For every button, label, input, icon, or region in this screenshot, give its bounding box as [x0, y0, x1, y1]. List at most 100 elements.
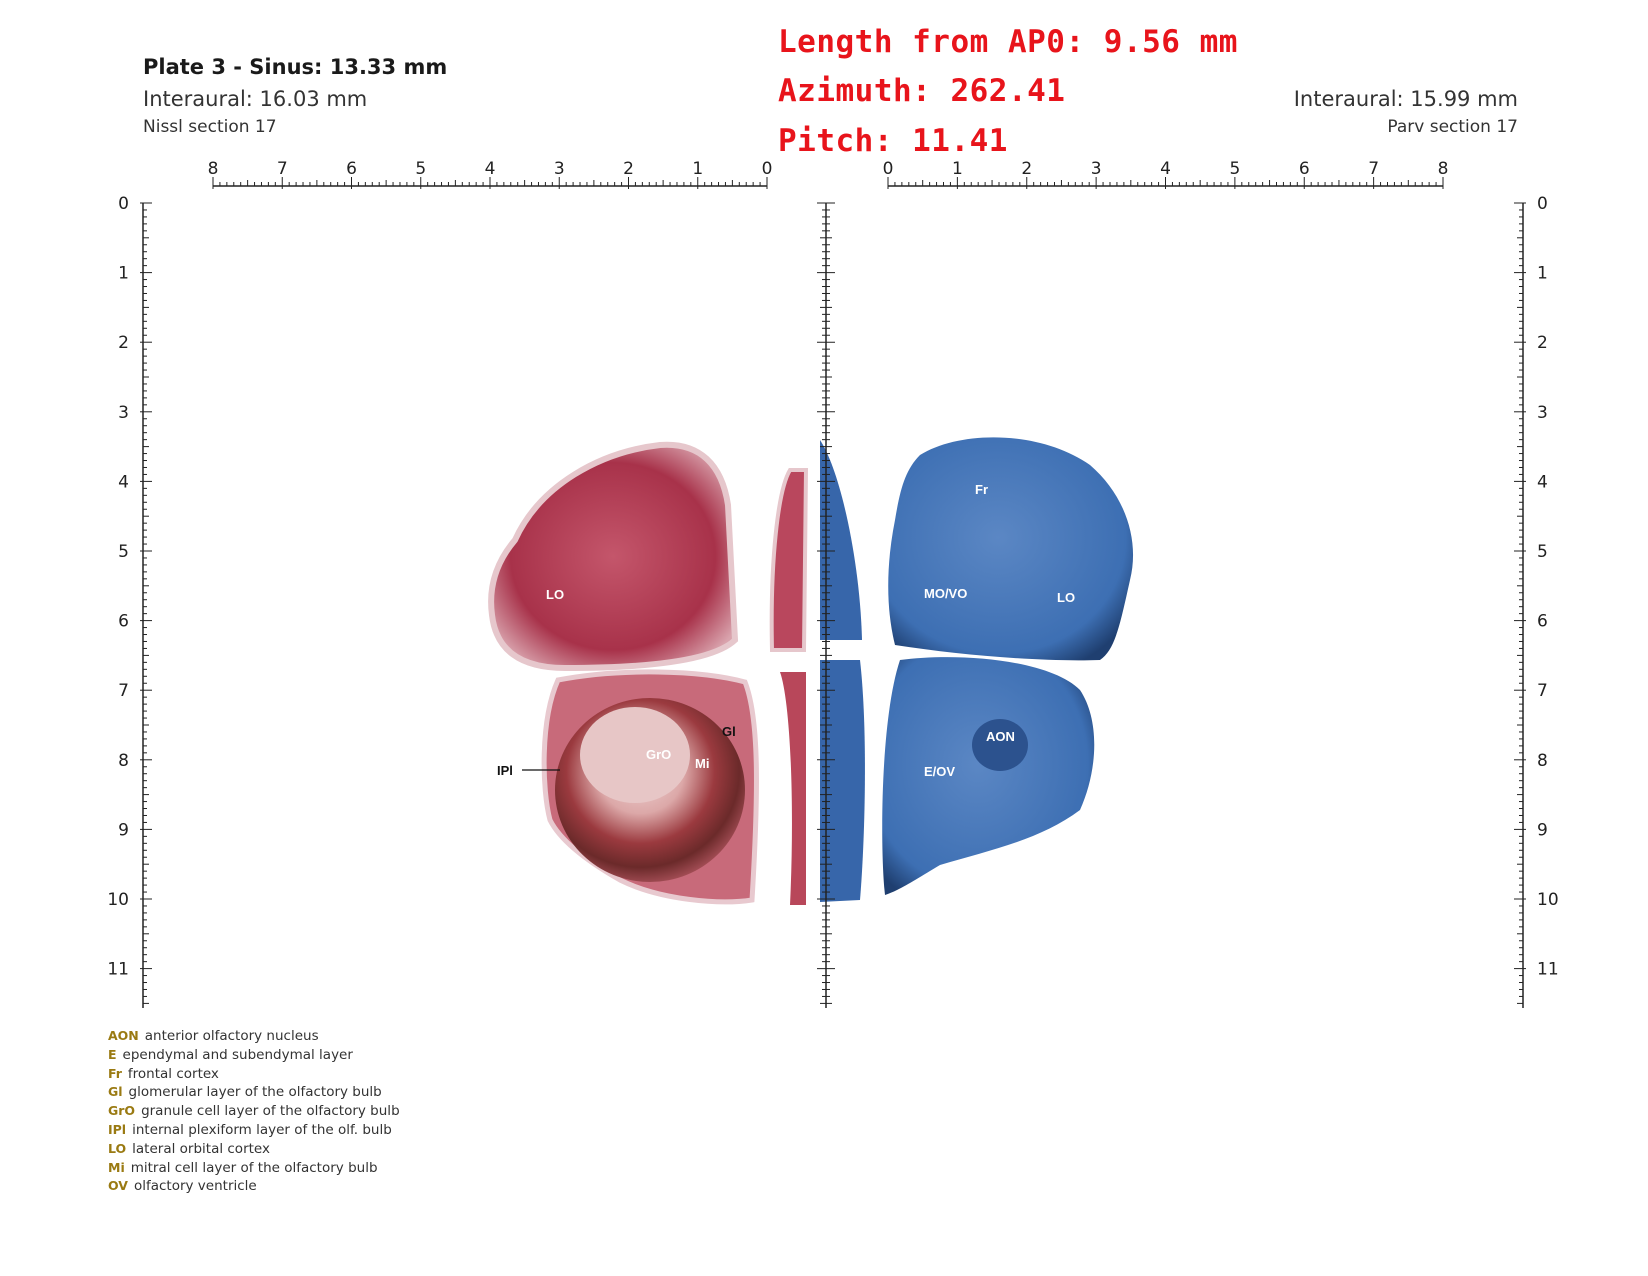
ruler-right-tick-label: 4 — [1537, 472, 1548, 492]
ruler-left-tick-label: 9 — [118, 820, 129, 840]
label-lo-parv: LO — [1057, 590, 1075, 605]
ruler-left-tick-label: 10 — [107, 890, 129, 910]
section-right: Parv section 17 — [1387, 117, 1518, 137]
nissl-midline-cortex — [769, 468, 809, 652]
label-lo-nissl: LO — [546, 587, 564, 602]
ruler-top-right-tick-label: 4 — [1160, 159, 1171, 179]
ruler-top-right-tick-label: 0 — [883, 159, 894, 179]
legend-item: LO lateral orbital cortex — [108, 1140, 400, 1159]
ruler-top-left-tick-label: 8 — [208, 159, 219, 179]
ruler-left-tick-label: 5 — [118, 542, 129, 562]
legend-text: lateral orbital cortex — [132, 1140, 270, 1157]
ruler-top-right-tick-label: 1 — [952, 159, 963, 179]
legend-abbr: LO — [108, 1140, 127, 1156]
parv-lower — [882, 657, 1095, 895]
ruler-right-tick-label: 9 — [1537, 820, 1548, 840]
ruler-left-tick-label: 0 — [118, 194, 129, 214]
label-ipl: IPl — [497, 763, 513, 778]
ruler-top-right-tick-label: 8 — [1438, 159, 1449, 179]
label-aon: AON — [986, 729, 1015, 744]
legend-text: granule cell layer of the olfactory bulb — [141, 1103, 400, 1120]
ruler-top-right-tick-label: 7 — [1368, 159, 1379, 179]
legend-abbr: Mi — [108, 1159, 125, 1175]
ruler-right-tick-label: 2 — [1537, 333, 1548, 353]
ruler-top-left-tick-label: 0 — [762, 159, 773, 179]
nissl-section — [488, 441, 809, 905]
parv-cortex — [888, 437, 1134, 661]
legend-item: OV olfactory ventricle — [108, 1177, 400, 1196]
legend-abbr: OV — [108, 1178, 128, 1194]
ruler-left-tick-label: 1 — [118, 264, 129, 284]
label-mi: Mi — [695, 756, 709, 771]
legend-text: glomerular layer of the olfactory bulb — [128, 1084, 382, 1101]
ruler-right-tick-label: 6 — [1537, 612, 1548, 632]
legend-item: GrO granule cell layer of the olfactory b… — [108, 1102, 400, 1121]
label-movo: MO/VO — [924, 586, 967, 601]
ruler-top-left-tick-label: 5 — [415, 159, 426, 179]
legend-item: Gl glomerular layer of the olfactory bulb — [108, 1083, 400, 1102]
ruler-left-tick-label: 6 — [118, 612, 129, 632]
ruler-left-tick-label: 11 — [107, 960, 129, 980]
legend-abbr: IPl — [108, 1121, 127, 1137]
ruler-right-tick-label: 0 — [1537, 194, 1548, 214]
label-gl: Gl — [722, 724, 736, 739]
ruler-left-tick-label: 3 — [118, 403, 129, 423]
parv-midline-lower — [820, 660, 865, 902]
overlay-pitch: Pitch: 11.41 — [778, 123, 1008, 159]
ruler-right-tick-label: 3 — [1537, 403, 1548, 423]
parv-section — [820, 437, 1134, 902]
nissl-bulb-core — [580, 707, 690, 803]
ruler-left-tick-label: 4 — [118, 472, 129, 492]
ruler-top-left-tick-label: 1 — [692, 159, 703, 179]
ruler-top-left-tick-label: 4 — [485, 159, 496, 179]
ruler-top-right-tick-label: 2 — [1021, 159, 1032, 179]
label-eov: E/OV — [924, 764, 955, 779]
ruler-top-left-tick-label: 7 — [277, 159, 288, 179]
interaural-left: Interaural: 16.03 mm — [143, 87, 368, 111]
nissl-midline-bulb — [780, 672, 806, 905]
legend-abbr: Gl — [108, 1084, 123, 1100]
legend-item: AON anterior olfactory nucleus — [108, 1027, 400, 1046]
ruler-right-tick-label: 5 — [1537, 542, 1548, 562]
legend-item: Mi mitral cell layer of the olfactory bul… — [108, 1159, 400, 1178]
ruler-top-right-tick-label: 6 — [1299, 159, 1310, 179]
ruler-left-tick-label: 8 — [118, 751, 129, 771]
ruler-right-tick-label: 7 — [1537, 681, 1548, 701]
ruler-left-tick-label: 2 — [118, 333, 129, 353]
label-gro: GrO — [646, 747, 671, 762]
ruler-left-tick-label: 7 — [118, 681, 129, 701]
ruler-right-tick-label: 10 — [1537, 890, 1559, 910]
nissl-cortex — [488, 441, 739, 672]
legend-abbr: GrO — [108, 1103, 136, 1119]
ruler-right-tick-label: 8 — [1537, 751, 1548, 771]
legend-text: mitral cell layer of the olfactory bulb — [130, 1159, 378, 1176]
legend-text: anterior olfactory nucleus — [144, 1028, 319, 1044]
legend-abbr: Fr — [108, 1065, 122, 1081]
section-left: Nissl section 17 — [143, 117, 277, 137]
ruler-top-left-tick-label: 2 — [623, 159, 634, 179]
legend-text: ependymal and subendymal layer — [122, 1046, 353, 1063]
legend-text: frontal cortex — [127, 1065, 219, 1082]
interaural-right: Interaural: 15.99 mm — [1293, 87, 1518, 111]
ruler-top-left-tick-label: 3 — [554, 159, 565, 179]
region-labels: LO Gl GrO Mi IPl Fr MO/VO LO AON E/OV — [497, 482, 1075, 779]
legend-abbr: E — [108, 1046, 117, 1062]
ruler-right-tick-label: 1 — [1537, 264, 1548, 284]
overlay-length: Length from AP0: 9.56 mm — [778, 24, 1238, 60]
ruler-top-left-tick-label: 6 — [346, 159, 357, 179]
legend-text: internal plexiform layer of the olf. bul… — [132, 1121, 392, 1138]
ruler-top-right-tick-label: 3 — [1091, 159, 1102, 179]
parv-midline-cortex — [820, 440, 862, 640]
legend-item: IPl internal plexiform layer of the olf. … — [108, 1121, 400, 1140]
overlay-azimuth: Azimuth: 262.41 — [778, 73, 1066, 109]
plate-title: Plate 3 - Sinus: 13.33 mm — [143, 55, 448, 79]
parv-aon-core — [972, 719, 1028, 771]
legend-item: Fr frontal cortex — [108, 1065, 400, 1084]
legend-abbr: AON — [108, 1028, 139, 1043]
label-fr: Fr — [975, 482, 988, 497]
ruler-right-tick-label: 11 — [1537, 960, 1559, 980]
